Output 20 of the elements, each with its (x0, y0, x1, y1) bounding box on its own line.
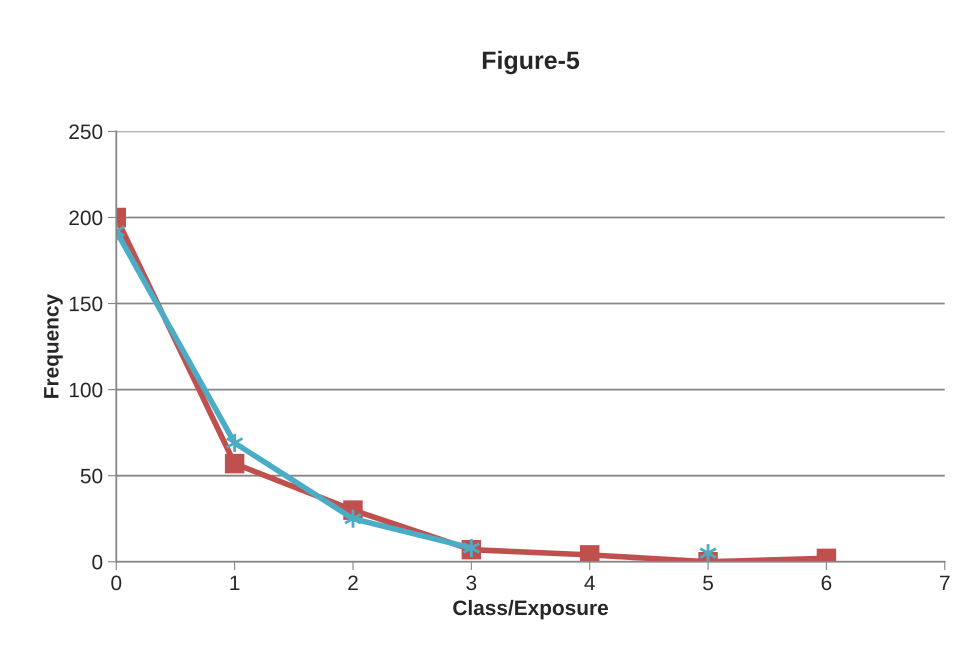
x-tick-label: 5 (703, 576, 713, 590)
x-tick-label: 0 (111, 575, 122, 590)
x-tick-label: 7 (940, 576, 950, 590)
point (698, 542, 718, 562)
x-tick-label: 4 (584, 576, 595, 590)
x-tick-label: 6 (822, 575, 832, 590)
x-tick-label: 3 (466, 575, 476, 590)
x-tick-label: 2 (348, 575, 358, 590)
point (224, 454, 244, 474)
y-tick-label: 250 (69, 124, 102, 140)
x-tick-label: 1 (230, 576, 240, 590)
y-tick-label: 200 (69, 210, 102, 226)
y-tick-label: 100 (70, 382, 102, 398)
y-tick-label: 0 (92, 554, 102, 570)
y-tick-label: 150 (70, 296, 102, 312)
y-axis-title: Frequency (44, 294, 63, 398)
y-tick-label: 50 (80, 468, 102, 484)
x-axis-title: Class/Exposure (453, 600, 608, 620)
point (580, 545, 600, 562)
chart-title: Figure-5 (482, 50, 580, 74)
